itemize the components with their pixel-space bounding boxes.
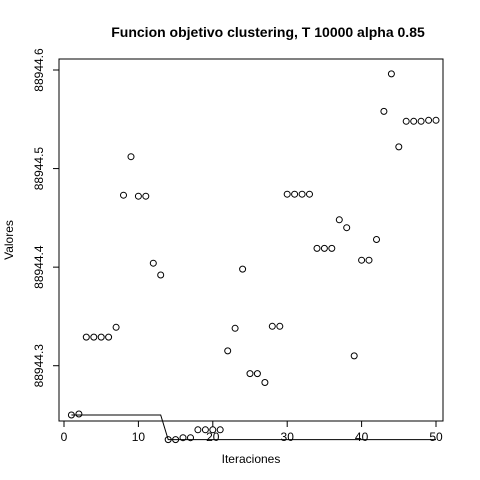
data-point [425, 116, 433, 124]
data-point [194, 426, 202, 434]
y-tick-label: 88944.4 [32, 245, 46, 289]
y-axis-label: Valores [2, 220, 16, 260]
data-point [149, 259, 157, 267]
data-point [112, 323, 120, 331]
data-point [358, 256, 366, 264]
series-line-group [71, 414, 436, 441]
data-point [306, 190, 313, 198]
data-point [328, 244, 336, 252]
data-point [201, 426, 209, 434]
data-point [320, 244, 328, 252]
data-point [417, 117, 425, 125]
data-point [239, 265, 247, 273]
data-point [291, 190, 299, 198]
x-tick-label: 0 [61, 430, 68, 444]
y-axis: 88944.3 88944.4 88944.5 88944.6 [32, 48, 60, 388]
data-point [67, 411, 75, 419]
data-point [343, 224, 351, 232]
x-tick-label: 10 [132, 430, 146, 444]
data-point [410, 117, 418, 125]
series-line [71, 414, 436, 441]
data-point [120, 191, 127, 199]
series-points-group [67, 70, 440, 444]
data-point [142, 192, 150, 200]
data-point [127, 153, 135, 161]
data-point [283, 190, 291, 198]
data-point [97, 333, 105, 341]
data-point [164, 436, 172, 444]
data-point [402, 117, 410, 125]
data-point [432, 116, 440, 124]
data-point [105, 333, 113, 341]
chart-title: Funcion objetivo clustering, T 10000 alp… [111, 24, 425, 40]
data-point [298, 190, 306, 198]
data-point [216, 426, 224, 434]
data-point [187, 434, 194, 442]
data-point [179, 434, 187, 442]
data-point [261, 379, 269, 386]
data-point [373, 236, 380, 243]
data-point [231, 324, 239, 332]
x-axis: 0 10 20 30 40 50 [61, 420, 443, 444]
data-point [350, 352, 358, 360]
x-tick-label: 20 [206, 430, 220, 444]
x-tick-label: 40 [355, 430, 369, 444]
data-point [157, 271, 165, 279]
plot-frame [58, 58, 444, 422]
y-tick-label: 88944.6 [32, 48, 46, 92]
data-point [209, 426, 217, 434]
data-point [134, 192, 142, 200]
data-point [90, 333, 98, 341]
data-point [335, 216, 343, 224]
data-point [365, 256, 373, 264]
x-tick-label: 30 [281, 430, 295, 444]
data-point [246, 370, 254, 378]
data-point [395, 143, 403, 151]
x-tick-label: 50 [429, 430, 443, 444]
data-point [75, 410, 83, 418]
data-point [313, 244, 321, 252]
y-tick-label: 88944.5 [32, 147, 46, 191]
data-point [82, 333, 90, 341]
y-tick-label: 88944.3 [32, 344, 46, 388]
data-point [172, 436, 180, 444]
data-point [253, 370, 261, 378]
data-point [380, 107, 388, 115]
data-point [276, 322, 284, 330]
data-point [268, 322, 276, 330]
data-point [224, 347, 232, 355]
data-point [387, 70, 395, 78]
x-axis-label: Iteraciones [222, 452, 281, 466]
